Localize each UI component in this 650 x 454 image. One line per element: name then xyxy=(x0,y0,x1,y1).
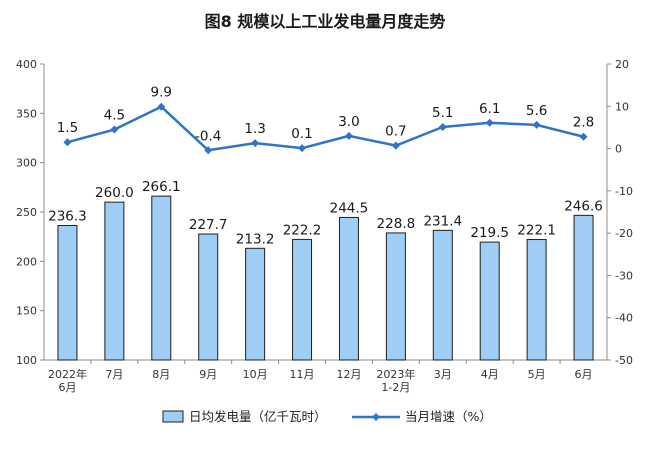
bar xyxy=(526,239,547,361)
x-tick-label: 1-2月 xyxy=(381,381,410,394)
line-data-label: 0.1 xyxy=(291,126,312,142)
bar-data-label: 228.8 xyxy=(377,216,416,232)
left-y-tick-label: 100 xyxy=(16,354,37,367)
line-point xyxy=(157,102,166,111)
x-tick-label: 10月 xyxy=(243,368,268,381)
bar-data-label: 222.1 xyxy=(517,223,556,239)
legend-swatch-bars xyxy=(162,410,184,423)
bar-data-label: 236.3 xyxy=(48,209,87,225)
bar xyxy=(245,247,266,361)
bar xyxy=(479,241,500,361)
bar-data-label: 244.5 xyxy=(330,200,369,216)
bar xyxy=(198,233,219,361)
bar-data-label: 219.5 xyxy=(470,225,509,241)
x-tick-label: 9月 xyxy=(199,368,217,381)
bar-data-label: 213.2 xyxy=(236,231,275,247)
line-data-label: 3.0 xyxy=(338,114,359,130)
legend-swatch-marker xyxy=(372,413,380,421)
right-y-tick-label: -40 xyxy=(615,312,633,325)
line-data-label: 2.8 xyxy=(573,115,594,131)
bar xyxy=(151,195,172,361)
right-y-tick-label: -20 xyxy=(615,227,633,240)
line-point xyxy=(110,125,119,134)
left-y-tick-label: 350 xyxy=(16,107,37,120)
x-tick-label: 4月 xyxy=(481,368,499,381)
x-tick-label: 7月 xyxy=(105,368,123,381)
line-point xyxy=(298,144,307,153)
bar-data-label: 260.0 xyxy=(95,185,134,201)
x-tick-label: 11月 xyxy=(290,368,315,381)
line-data-label: 6.1 xyxy=(479,101,500,117)
x-tick-label: 6月 xyxy=(575,368,593,381)
bar xyxy=(57,225,78,361)
line-data-label: 9.9 xyxy=(151,85,172,101)
x-tick-label: 2023年 xyxy=(376,367,415,381)
right-y-tick-label: -10 xyxy=(615,185,633,198)
bar-data-label: 231.4 xyxy=(423,213,462,229)
line-point xyxy=(251,139,260,148)
bar xyxy=(573,214,594,361)
right-y-tick-label: -50 xyxy=(615,354,633,367)
x-tick-label: 12月 xyxy=(336,368,361,381)
legend-label-bars: 日均发电量（亿千瓦时） xyxy=(189,409,327,424)
bar xyxy=(104,201,125,361)
bar xyxy=(385,232,406,361)
line-data-label: -0.4 xyxy=(195,128,221,144)
left-y-tick-label: 250 xyxy=(16,206,37,219)
line-point xyxy=(391,141,400,150)
left-y-tick-label: 400 xyxy=(16,58,37,71)
line-point xyxy=(485,118,494,127)
line-point xyxy=(532,120,541,129)
x-tick-label: 8月 xyxy=(152,368,170,381)
line-data-label: 5.1 xyxy=(432,105,453,121)
left-y-tick-label: 150 xyxy=(16,305,37,318)
bar xyxy=(432,229,453,361)
right-y-tick-label: 10 xyxy=(615,100,629,113)
line-point xyxy=(438,123,447,132)
line-data-label: 0.7 xyxy=(385,124,406,140)
bar xyxy=(292,238,313,361)
left-y-tick-label: 200 xyxy=(16,255,37,268)
bar-data-label: 246.6 xyxy=(564,198,603,214)
line-data-label: 4.5 xyxy=(104,108,125,124)
line-data-label: 1.5 xyxy=(57,120,78,136)
x-tick-label: 5月 xyxy=(528,368,546,381)
line-point xyxy=(63,138,72,147)
line-data-label: 5.6 xyxy=(526,103,547,119)
right-y-tick-label: 0 xyxy=(615,143,622,156)
line-point xyxy=(204,146,213,155)
line-data-label: 1.3 xyxy=(244,121,265,137)
line-point xyxy=(344,131,353,140)
bar-data-label: 227.7 xyxy=(189,217,228,233)
x-tick-label: 3月 xyxy=(434,368,452,381)
x-tick-label: 6月 xyxy=(58,381,76,394)
right-y-tick-label: 20 xyxy=(615,58,629,71)
left-y-tick-label: 300 xyxy=(16,157,37,170)
chart-title: 图8 规模以上工业发电量月度走势 xyxy=(204,12,446,31)
right-y-tick-label: -30 xyxy=(615,269,633,282)
line-point xyxy=(579,132,588,141)
x-tick-label: 2022年 xyxy=(48,367,87,381)
bar-data-label: 266.1 xyxy=(142,179,181,195)
bar xyxy=(338,216,359,361)
growth-line xyxy=(67,105,584,152)
legend-label-line: 当月增速（%） xyxy=(405,409,492,424)
bar-data-label: 222.2 xyxy=(283,222,322,238)
